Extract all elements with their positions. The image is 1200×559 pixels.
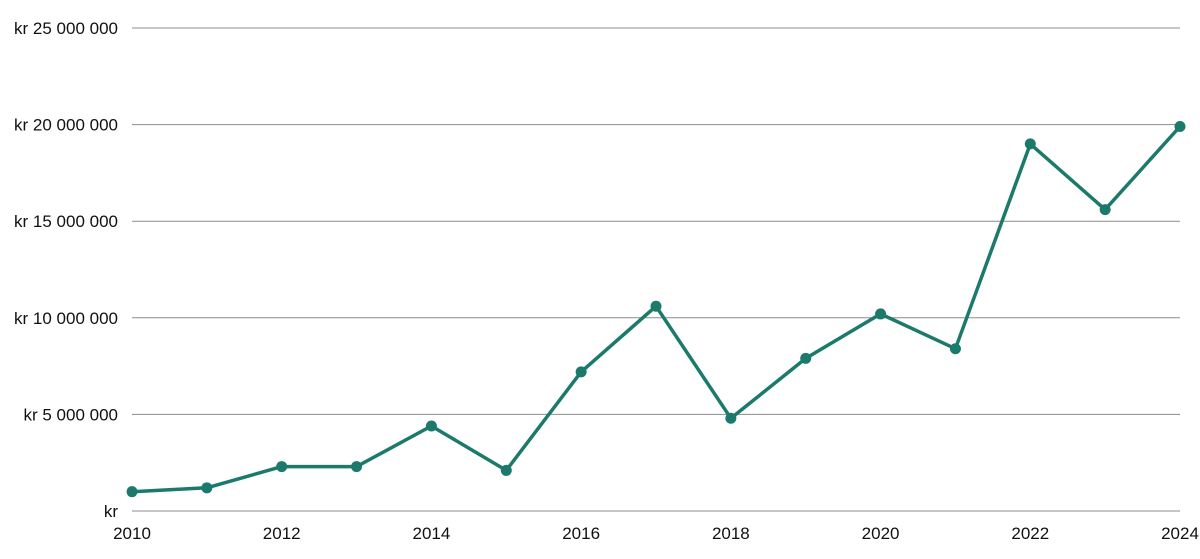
data-point [1024, 138, 1036, 150]
data-point [276, 461, 288, 473]
y-tick-label: kr 5 000 000 [23, 405, 118, 424]
data-point [650, 300, 662, 312]
y-tick-label: kr 20 000 000 [14, 116, 118, 135]
data-point [351, 461, 363, 473]
data-point [875, 308, 887, 320]
gridlines [132, 27, 1180, 512]
x-tick-label: 2018 [712, 524, 750, 543]
x-tick-label: 2010 [113, 524, 151, 543]
x-tick-label: 2016 [562, 524, 600, 543]
data-point [126, 486, 138, 498]
series-group [126, 121, 1186, 498]
data-point [1174, 121, 1186, 133]
data-point [1099, 204, 1111, 216]
y-tick-label: kr 25 000 000 [14, 19, 118, 38]
x-axis-tick-labels: 2010 2012 2014 2016 2018 2020 2022 2024 [113, 524, 1199, 543]
data-point [725, 412, 737, 424]
data-point [201, 482, 213, 494]
y-axis-tick-labels: kr kr 5 000 000 kr 10 000 000 kr 15 000 000… [14, 19, 118, 521]
x-tick-label: 2014 [413, 524, 451, 543]
data-point [949, 343, 961, 355]
x-tick-label: 2020 [862, 524, 900, 543]
data-point [500, 464, 512, 476]
x-tick-label: 2024 [1161, 524, 1199, 543]
y-tick-label: kr 15 000 000 [14, 212, 118, 231]
y-tick-label: kr [104, 502, 119, 521]
data-point [575, 366, 587, 378]
x-tick-label: 2012 [263, 524, 301, 543]
data-point [800, 352, 812, 364]
x-tick-label: 2022 [1011, 524, 1049, 543]
y-tick-label: kr 10 000 000 [14, 309, 118, 328]
data-point [425, 420, 437, 432]
